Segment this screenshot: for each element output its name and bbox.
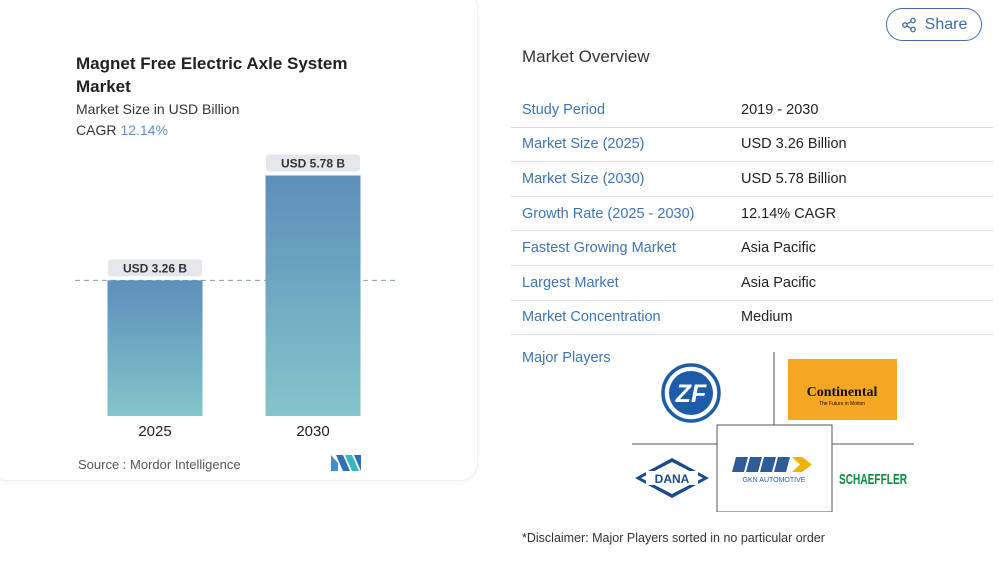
bar-chart: USD 3.26 B 2025 USD 5.78 B 2030	[75, 154, 396, 440]
overview-row-value: Asia Pacific	[741, 240, 816, 257]
dana-logo: DANA	[635, 458, 709, 498]
data-label: USD 3.26 B	[123, 261, 187, 275]
overview-row-key[interactable]: Fastest Growing Market	[522, 240, 676, 257]
overview-row: Market Concentration Medium	[511, 301, 993, 336]
zf-logo: ZF	[661, 363, 721, 423]
schaeffler-logo-text: SCHAEFFLER	[839, 471, 907, 488]
dana-logo-text: DANA	[655, 472, 690, 486]
overview-row-key[interactable]: Market Size (2030)	[522, 170, 645, 187]
bar-2030	[265, 175, 361, 416]
schaeffler-logo: SCHAEFFLER	[839, 471, 907, 488]
data-label-bg	[108, 259, 202, 277]
overview-table: Study Period 2019 - 2030 Market Size (2025…	[511, 93, 993, 336]
share-icon	[901, 17, 916, 32]
data-label: USD 5.78 B	[281, 156, 345, 170]
bar-2025	[107, 280, 203, 416]
gkn-logo: GKN AUTOMOTIVE	[732, 457, 812, 484]
chart-title: Magnet Free Electric Axle System Market	[76, 54, 348, 96]
chart-card	[0, 0, 478, 481]
overview-row-value: 2019 - 2030	[741, 101, 819, 118]
x-tick-label: 2025	[138, 423, 171, 440]
overview-title: Market Overview	[522, 47, 650, 66]
overview-row: Market Size (2025) USD 3.26 Billion	[511, 128, 993, 163]
share-label: Share	[924, 15, 968, 33]
x-tick-label: 2030	[296, 423, 329, 440]
overview-row-value: Medium	[741, 309, 793, 326]
continental-logo-text: Continental	[807, 385, 878, 400]
cagr-label: CAGR	[76, 122, 117, 138]
overview-row-key[interactable]: Study Period	[522, 101, 606, 118]
gkn-logo-text: GKN AUTOMOTIVE	[743, 477, 806, 484]
overview-row-value: 12.14% CAGR	[741, 205, 837, 222]
chart-subtitle: Market Size in USD Billion	[76, 101, 240, 117]
cagr-value: 12.14%	[120, 122, 168, 138]
overview-row: Market Size (2030) USD 5.78 Billion	[511, 162, 993, 197]
overview-row: Largest Market Asia Pacific	[511, 266, 993, 301]
continental-logo: Continental The Future in Motion	[788, 359, 897, 420]
overview-row: Study Period 2019 - 2030	[511, 93, 993, 128]
overview-row: Growth Rate (2025 - 2030) 12.14% CAGR	[511, 197, 993, 232]
overview-row-key[interactable]: Largest Market	[522, 274, 619, 291]
overview-row-value: USD 3.26 Billion	[741, 136, 847, 153]
disclaimer: *Disclaimer: Major Players sorted in no …	[522, 531, 825, 545]
data-label-bg	[266, 154, 360, 172]
share-button[interactable]: Share	[886, 8, 982, 41]
overview-row-key[interactable]: Growth Rate (2025 - 2030)	[522, 205, 695, 222]
overview-row-key[interactable]: Market Concentration	[522, 309, 661, 326]
continental-tagline: The Future in Motion	[819, 401, 865, 407]
overview-row-value: Asia Pacific	[741, 274, 816, 291]
overview-row: Fastest Growing Market Asia Pacific	[511, 231, 993, 266]
zf-logo-text: ZF	[675, 380, 707, 408]
chart-source: Source : Mordor Intelligence	[78, 457, 241, 472]
mordor-logo-icon	[331, 455, 361, 471]
major-players-logos: ZF Continental The Future in Motion DANA…	[632, 352, 914, 512]
overview-row-key[interactable]: Market Size (2025)	[522, 136, 645, 153]
major-players-label: Major Players	[522, 350, 611, 366]
cagr-line: CAGR 12.14%	[76, 122, 168, 138]
overview-row-value: USD 5.78 Billion	[741, 170, 847, 187]
